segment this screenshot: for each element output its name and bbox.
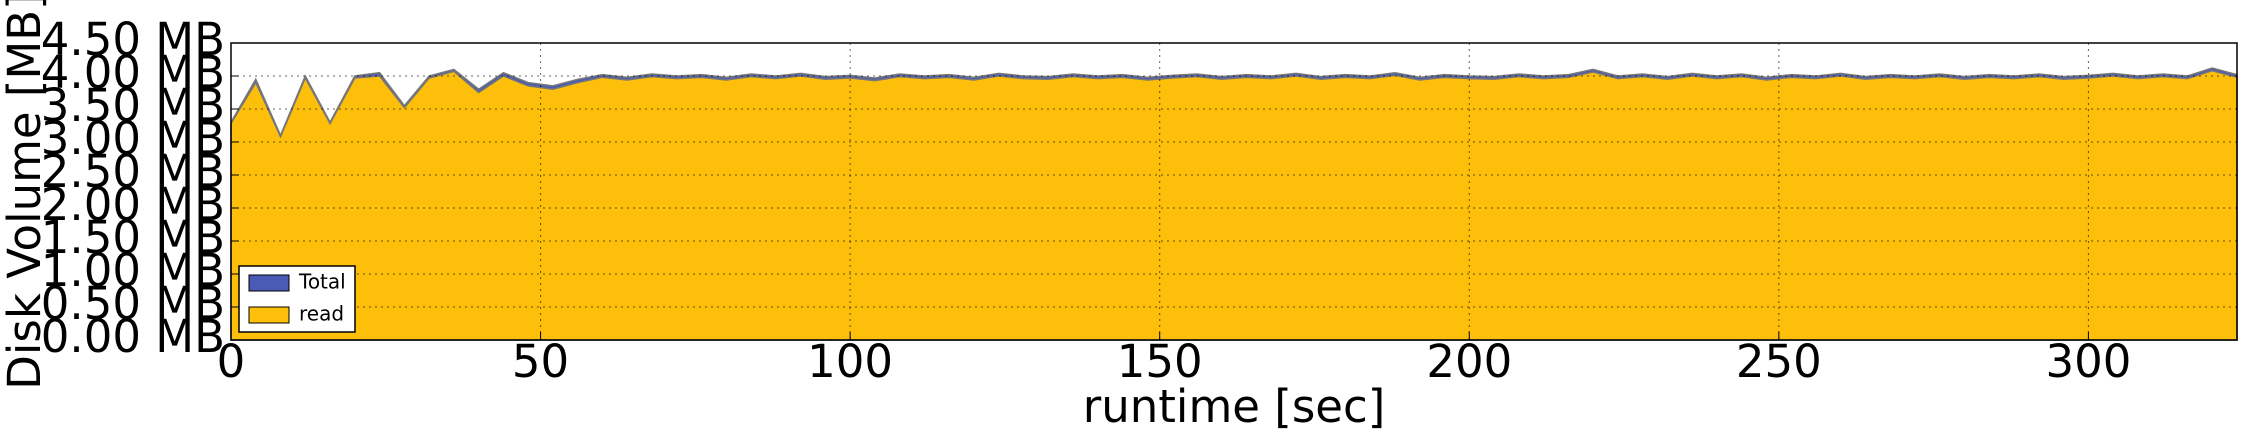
y-axis-label: Disk Volume [MB] (0, 0, 51, 390)
x-tick-label: 50 (512, 335, 569, 388)
y-tick-label: 1.00 MB (41, 244, 225, 297)
x-tick-label: 0 (217, 335, 246, 388)
y-tick-label: 2.00 MB (41, 178, 225, 231)
y-tick-label: 4.50 MB (41, 13, 225, 66)
legend-label: Total (298, 270, 346, 294)
x-tick-label: 250 (1736, 335, 1822, 388)
x-tick-label: 200 (1426, 335, 1512, 388)
legend-swatch (248, 274, 290, 292)
y-tick-label: 2.50 MB (41, 145, 225, 198)
x-tick-label: 100 (807, 335, 893, 388)
plot-frame (230, 42, 2238, 341)
x-tick-label: 300 (2045, 335, 2131, 388)
x-axis-label: runtime [sec] (1083, 380, 1386, 433)
y-tick-label: 3.00 MB (41, 112, 225, 165)
y-tick-label: 1.50 MB (41, 211, 225, 264)
y-tick-label: 4.00 MB (41, 46, 225, 99)
y-tick-label: 0.50 MB (41, 277, 225, 330)
legend: Total read (238, 265, 356, 333)
y-tick-label: 3.50 MB (41, 79, 225, 132)
x-tick-label: 150 (1117, 335, 1203, 388)
legend-label: read (299, 302, 344, 326)
y-tick-label: 0.00 MB (41, 310, 225, 363)
legend-swatch (248, 306, 290, 324)
area (230, 69, 2238, 341)
